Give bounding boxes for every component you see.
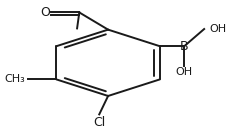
Text: O: O <box>40 6 50 19</box>
Text: OH: OH <box>175 67 192 77</box>
Text: OH: OH <box>209 24 226 34</box>
Text: Cl: Cl <box>93 116 105 129</box>
Text: CH₃: CH₃ <box>5 74 25 84</box>
Text: B: B <box>179 40 188 53</box>
